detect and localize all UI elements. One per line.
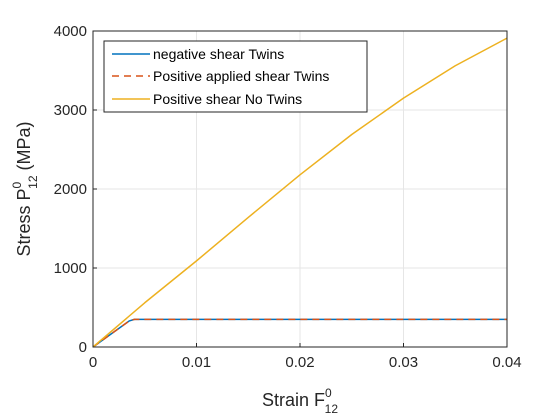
legend-box bbox=[103, 40, 368, 113]
legend-item-positive-applied-shear-twins: Positive applied shear Twins bbox=[112, 68, 329, 84]
y-tick-label: 0 bbox=[79, 339, 87, 356]
series-line-2 bbox=[92, 37, 508, 348]
y-tick-label: 4000 bbox=[54, 23, 87, 40]
series-line-1 bbox=[92, 318, 507, 348]
legend-label: negative shear Twins bbox=[153, 46, 284, 62]
ticks: 0 0.01 0.02 0.03 0.04 0 1000 2000 3000 4000 bbox=[54, 23, 522, 371]
legend: negative shear Twins Positive applied sh… bbox=[103, 40, 368, 113]
y-axis-title: Stress P0 12 (MPa) bbox=[10, 121, 40, 256]
x-tick-label: 0.01 bbox=[182, 354, 211, 371]
x-tick-label: 0 bbox=[89, 354, 97, 371]
x-tick-label: 0.03 bbox=[389, 354, 418, 371]
y-tick-label: 1000 bbox=[54, 260, 87, 277]
y-tick-label: 3000 bbox=[54, 102, 87, 119]
x-tick-label: 0.02 bbox=[285, 354, 314, 371]
legend-item-negative-shear-twins: negative shear Twins bbox=[112, 46, 284, 62]
x-axis-title: Strain F0 12 bbox=[262, 386, 338, 416]
legend-label: Positive applied shear Twins bbox=[153, 68, 329, 84]
legend-item-positive-shear-no-twins: Positive shear No Twins bbox=[112, 91, 302, 107]
x-tick-label: 0.04 bbox=[492, 354, 521, 371]
legend-label: Positive shear No Twins bbox=[153, 91, 302, 107]
y-tick-label: 2000 bbox=[54, 181, 87, 198]
series-group bbox=[92, 37, 508, 348]
